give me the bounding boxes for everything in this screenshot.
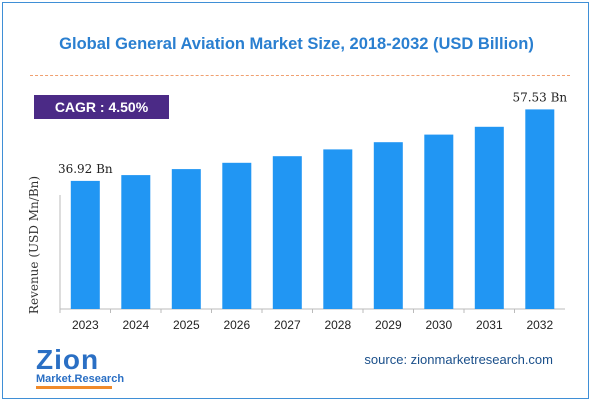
x-tick-label-2031: 2031 bbox=[476, 318, 503, 332]
x-tick-label-2028: 2028 bbox=[324, 318, 351, 332]
bar-2026 bbox=[222, 162, 252, 309]
bar-2023 bbox=[70, 180, 100, 309]
bar-2027 bbox=[272, 156, 302, 309]
x-tick-label-2032: 2032 bbox=[526, 318, 553, 332]
bar-2032 bbox=[525, 109, 555, 310]
zion-logo: Zion Market.Research bbox=[34, 345, 144, 390]
data-label-2032: 57.53 Bn bbox=[512, 90, 567, 104]
bar-2024 bbox=[121, 175, 151, 309]
x-tick-label-2030: 2030 bbox=[425, 318, 452, 332]
cagr-badge: CAGR : 4.50% bbox=[34, 95, 169, 119]
x-tick-label-2023: 2023 bbox=[72, 318, 99, 332]
logo-subtext: Market.Research bbox=[36, 373, 125, 385]
data-label-2023: 36.92 Bn bbox=[58, 162, 113, 176]
bar-2025 bbox=[171, 169, 201, 309]
source-note: source: zionmarketresearch.com bbox=[364, 352, 553, 367]
bar-2030 bbox=[424, 134, 454, 309]
chart-title: Global General Aviation Market Size, 201… bbox=[59, 35, 534, 53]
logo-underline bbox=[36, 386, 112, 389]
x-tick-label-2024: 2024 bbox=[122, 318, 149, 332]
x-tick-label-2029: 2029 bbox=[375, 318, 402, 332]
bar-2028 bbox=[323, 149, 353, 309]
logo-wordmark: Zion bbox=[36, 344, 100, 375]
x-tick-label-2027: 2027 bbox=[274, 318, 301, 332]
x-tick-label-2025: 2025 bbox=[173, 318, 200, 332]
bar-2031 bbox=[474, 126, 504, 309]
title-divider bbox=[30, 75, 570, 76]
x-tick-label-2026: 2026 bbox=[223, 318, 250, 332]
bar-2029 bbox=[373, 142, 403, 309]
